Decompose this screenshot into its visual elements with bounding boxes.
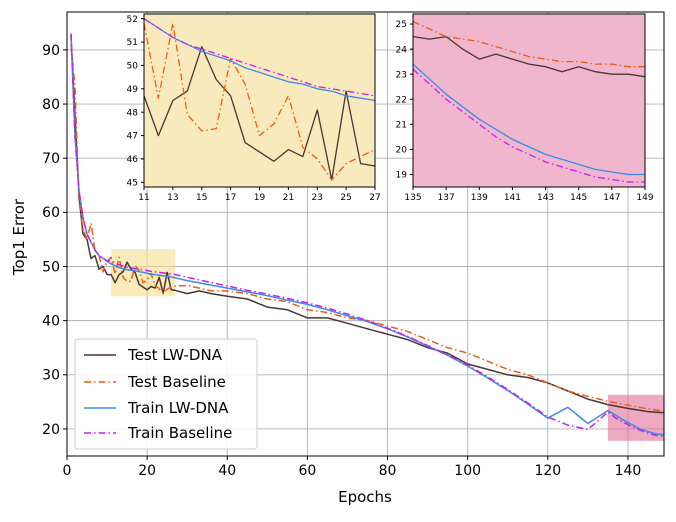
inset1-series-test-lw-dna bbox=[144, 46, 375, 181]
inset1-y-tick-label: 48 bbox=[127, 108, 139, 118]
inset2-y-tick-label: 21 bbox=[396, 120, 407, 130]
main-series-test-lw-dna bbox=[70, 36, 664, 414]
inset2-y-tick-label: 25 bbox=[396, 20, 407, 30]
inset2-x-tick-label: 135 bbox=[404, 193, 421, 203]
inset2-y-tick-label: 23 bbox=[396, 70, 407, 80]
main-y-tick-label: 60 bbox=[42, 205, 60, 221]
y-axis-label: Top1 Error bbox=[10, 198, 28, 276]
inset2-frame bbox=[412, 13, 646, 188]
inset1-x-tick-label: 13 bbox=[167, 193, 178, 203]
inset2-y-tick-label: 20 bbox=[396, 146, 408, 156]
legend: Test LW-DNA Test Baseline Train LW-DNA T… bbox=[74, 338, 258, 450]
inset1-x-tick-label: 19 bbox=[254, 193, 266, 203]
inset-early-epochs: 11 13 15 17 19 21 23 25 27 45 46 47 48 49 50 51 52 bbox=[127, 13, 381, 203]
inset2-x-tick-label: 139 bbox=[471, 193, 488, 203]
main-x-tick-label: 40 bbox=[218, 463, 236, 479]
main-x-tick-label: 80 bbox=[379, 463, 397, 479]
inset2-series-test-baseline bbox=[413, 20, 645, 68]
inset2-x-tick-label: 145 bbox=[570, 193, 587, 203]
inset1-x-tick-label: 17 bbox=[225, 193, 236, 203]
inset1-x-tick-label: 15 bbox=[196, 193, 207, 203]
inset2-x-tick-label: 137 bbox=[438, 193, 455, 203]
inset1-x-tick-label: 11 bbox=[138, 193, 149, 203]
inset2-series-train-lw-dna bbox=[413, 63, 645, 176]
main-x-tick-label: 60 bbox=[298, 463, 316, 479]
main-x-tick-label: 140 bbox=[615, 463, 642, 479]
inset-late-epochs: 135 137 139 141 143 145 147 149 19 20 21 22 23 24 25 bbox=[396, 13, 654, 203]
inset2-x-tick-label: 149 bbox=[636, 193, 653, 203]
inset2-x-tick-label: 147 bbox=[603, 193, 620, 203]
main-y-tick-label: 90 bbox=[42, 43, 60, 59]
inset1-x-tick-label: 25 bbox=[340, 193, 351, 203]
main-x-tick-label: 20 bbox=[138, 463, 156, 479]
main-y-tick-label: 20 bbox=[42, 422, 60, 438]
inset2-y-tick-label: 19 bbox=[396, 171, 408, 181]
legend-label-train-baseline: Train Baseline bbox=[127, 424, 232, 442]
inset1-series-test-baseline bbox=[144, 22, 375, 181]
main-y-tick-label: 30 bbox=[42, 368, 60, 384]
inset1-y-tick-label: 46 bbox=[127, 155, 139, 165]
main-x-tick-label: 0 bbox=[63, 463, 72, 479]
main-series-group bbox=[70, 33, 664, 438]
x-axis-label: Epochs bbox=[338, 488, 392, 506]
main-series-test-baseline bbox=[70, 44, 664, 412]
inset1-series-group bbox=[144, 18, 375, 181]
main-series-train-baseline bbox=[70, 33, 664, 438]
inset1-y-tick-label: 50 bbox=[127, 62, 139, 72]
inset2-x-tick-label: 141 bbox=[504, 193, 521, 203]
inset1-x-tick-label: 23 bbox=[312, 193, 323, 203]
main-y-tick-label: 80 bbox=[42, 97, 60, 113]
main-y-tick-label: 50 bbox=[42, 259, 60, 275]
inset1-y-tick-label: 49 bbox=[127, 85, 139, 95]
inset1-y-tick-label: 47 bbox=[127, 132, 138, 142]
axis-labels: Epochs Top1 Error bbox=[10, 198, 392, 506]
inset2-series-group bbox=[413, 20, 645, 183]
main-y-tick-label: 40 bbox=[42, 314, 60, 330]
legend-label-test-baseline: Test Baseline bbox=[127, 373, 226, 391]
inset1-y-tick-label: 52 bbox=[127, 15, 138, 25]
inset2-y-tick-label: 24 bbox=[396, 45, 408, 55]
main-frame bbox=[66, 11, 665, 457]
inset1-plot-area bbox=[144, 14, 375, 187]
inset2-x-tick-label: 143 bbox=[537, 193, 554, 203]
legend-label-train-lw-dna: Train LW-DNA bbox=[127, 399, 229, 417]
main-x-tick-label: 120 bbox=[534, 463, 561, 479]
inset2-y-tick-label: 22 bbox=[396, 95, 407, 105]
legend-box bbox=[74, 338, 258, 450]
inset1-y-tick-label: 45 bbox=[127, 178, 138, 188]
legend-label-test-lw-dna: Test LW-DNA bbox=[127, 346, 223, 364]
inset1-x-tick-label: 21 bbox=[283, 193, 294, 203]
main-series-train-lw-dna bbox=[70, 33, 664, 436]
inset2-plot-area bbox=[413, 14, 645, 187]
inset2-series-test-lw-dna bbox=[413, 35, 645, 78]
inset1-x-tick-label: 27 bbox=[369, 193, 380, 203]
main-y-tick-label: 70 bbox=[42, 151, 60, 167]
inset1-y-tick-label: 51 bbox=[127, 38, 138, 48]
inset1-series-train-baseline bbox=[144, 18, 375, 97]
main-x-tick-label: 100 bbox=[454, 463, 481, 479]
